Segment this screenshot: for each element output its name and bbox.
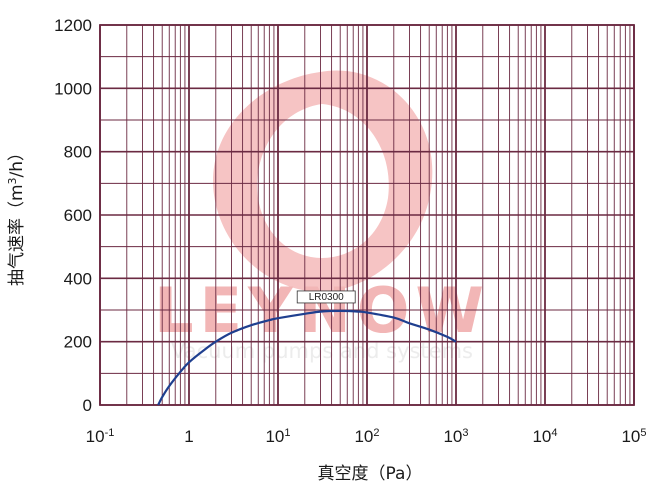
- y-tick-label: 800: [64, 143, 92, 162]
- x-tick-exp: 4: [551, 427, 557, 439]
- plot-frame: [99, 24, 635, 406]
- x-tick-label: 102: [354, 427, 379, 446]
- x-tick-label: 10-1: [86, 427, 115, 446]
- x-tick-base: 10: [354, 427, 373, 446]
- x-tick-base: 10: [621, 427, 640, 446]
- x-tick-base: 10: [86, 427, 105, 446]
- watermark-tagline: Vacuum pumps and systems: [171, 339, 473, 363]
- series-layer: LR0300: [157, 290, 457, 406]
- x-tick-label: 1: [184, 427, 193, 446]
- x-tick-exp: -1: [105, 427, 115, 439]
- watermark-logo: [213, 70, 433, 292]
- series-label: LR0300: [309, 292, 344, 303]
- x-tick-exp: 3: [462, 427, 468, 439]
- x-tick-label: 104: [532, 427, 557, 446]
- y-axis-ticks: 0 200 400 600 800 1000 1200: [54, 16, 92, 415]
- series-label-box: [296, 290, 356, 304]
- series-line: [157, 309, 457, 406]
- x-tick-label: 105: [621, 427, 646, 446]
- y-tick-label: 200: [64, 333, 92, 352]
- y-axis-label: 抽气速率（m3/h）: [6, 144, 28, 286]
- y-tick-label: 400: [64, 269, 92, 288]
- y-axis-label-prefix: 抽气速率（m: [7, 184, 27, 286]
- y-tick-label: 1200: [54, 16, 92, 35]
- x-axis-label: 真空度（Pa）: [318, 464, 423, 484]
- x-tick-exp: 5: [640, 427, 646, 439]
- x-tick-base: 10: [443, 427, 462, 446]
- y-axis-label-suffix: /h）: [7, 144, 27, 178]
- x-tick-label: 101: [265, 427, 290, 446]
- x-tick-base: 1: [184, 427, 193, 446]
- watermark: LEYNOW Vacuum pumps and systems: [154, 70, 484, 363]
- x-tick-base: 10: [265, 427, 284, 446]
- y-axis-label-sup: 3: [6, 177, 19, 184]
- y-tick-label: 600: [64, 206, 92, 225]
- y-tick-label: 0: [83, 396, 92, 415]
- x-tick-exp: 1: [284, 427, 290, 439]
- x-axis-ticks: 10-1 1 101 102 103 104 105: [86, 427, 647, 446]
- x-tick-exp: 2: [373, 427, 379, 439]
- x-tick-label: 103: [443, 427, 468, 446]
- x-tick-base: 10: [532, 427, 551, 446]
- grid: [99, 24, 635, 406]
- y-tick-label: 1000: [54, 79, 92, 98]
